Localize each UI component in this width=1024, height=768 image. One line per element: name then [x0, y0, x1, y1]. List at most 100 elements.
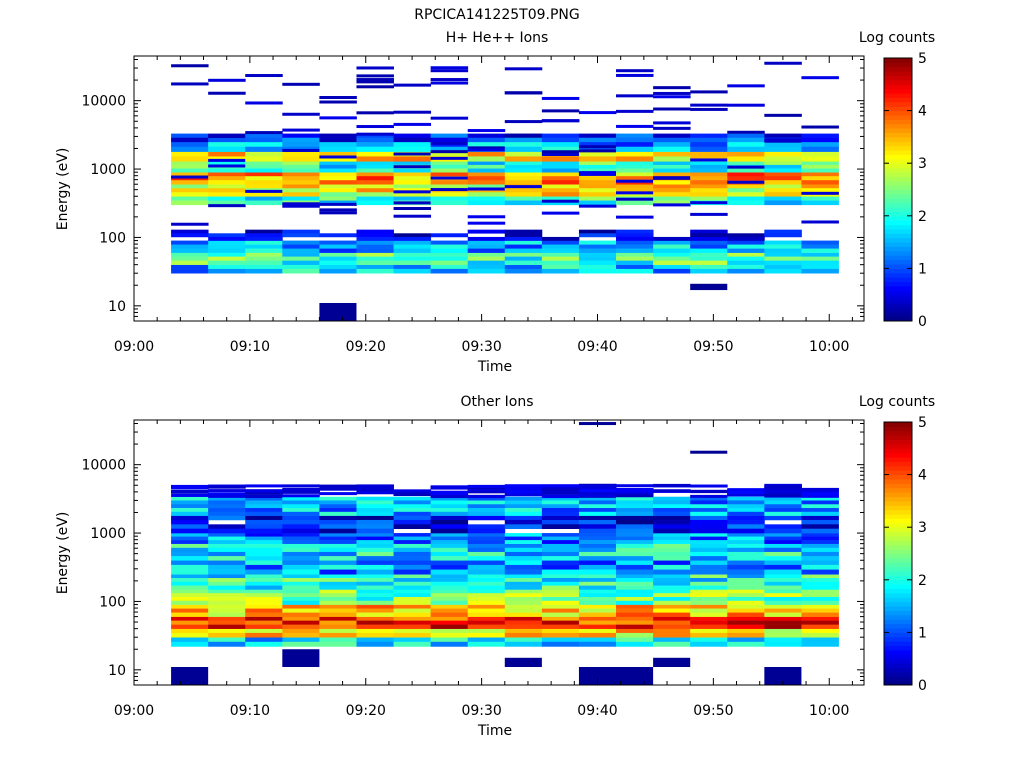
heatmap-cell — [245, 200, 283, 206]
heatmap-cell — [690, 536, 728, 541]
heatmap-cell — [319, 256, 357, 261]
heatmap-cell — [171, 593, 209, 598]
heatmap-cell — [504, 515, 543, 521]
heatmap-cell — [356, 78, 394, 82]
heatmap-cell — [541, 150, 580, 154]
heatmap-cell — [171, 604, 209, 609]
heatmap-cell — [319, 146, 357, 152]
heatmap-cell — [616, 146, 654, 152]
heatmap-cell — [616, 515, 654, 521]
heatmap-cell — [171, 233, 209, 238]
heatmap-cell — [245, 560, 283, 566]
heatmap-cell — [208, 569, 246, 575]
heatmap-cell — [801, 240, 839, 245]
heatmap-cell — [245, 156, 283, 162]
heatmap-cell — [541, 96, 580, 100]
heatmap-cell — [801, 191, 839, 195]
heatmap-cell — [430, 612, 469, 617]
heatmap-cell — [171, 581, 209, 586]
colorbar-swatch — [884, 439, 912, 445]
heatmap-cell — [356, 574, 394, 579]
colorbar-swatch — [884, 114, 912, 120]
heatmap-cell — [541, 519, 580, 525]
heatmap-cell — [578, 533, 617, 537]
heatmap-cell — [690, 551, 728, 557]
heatmap-cell — [245, 137, 283, 143]
heatmap-cell — [171, 200, 209, 206]
heatmap-cell — [727, 637, 765, 643]
heatmap-cell — [504, 589, 543, 594]
heatmap-cell — [467, 133, 506, 139]
heatmap-cell — [319, 547, 357, 553]
heatmap-cell — [801, 488, 839, 492]
heatmap-cell — [690, 593, 728, 598]
heatmap-cell — [764, 596, 802, 602]
heatmap-cell — [171, 612, 209, 617]
heatmap-cell — [764, 240, 802, 245]
heatmap-cell — [245, 256, 283, 261]
heatmap-cell — [430, 524, 469, 529]
heatmap-cell — [541, 119, 580, 123]
heatmap-cell — [430, 624, 469, 629]
heatmap-cell — [690, 528, 728, 534]
heatmap-cell — [393, 196, 432, 201]
heatmap-cell — [801, 560, 839, 566]
heatmap-cell — [653, 248, 691, 253]
heatmap-cell — [764, 113, 802, 117]
heatmap-cell — [356, 248, 394, 253]
heatmap-cell — [727, 543, 765, 549]
colorbar-tick-label: 2 — [918, 573, 927, 589]
heatmap-cell — [727, 196, 765, 201]
heatmap-cell — [690, 511, 728, 516]
heatmap-cell — [467, 264, 506, 270]
heatmap-cell — [430, 490, 469, 494]
heatmap-cell — [801, 564, 839, 570]
colorbar-swatch — [884, 167, 912, 173]
colorbar-swatch — [884, 119, 912, 125]
heatmap-cell — [393, 604, 432, 609]
heatmap-cell — [467, 508, 506, 513]
heatmap-cell — [727, 180, 765, 184]
heatmap-cell — [430, 511, 469, 516]
heatmap-cell — [801, 589, 839, 594]
heatmap-cell — [282, 524, 320, 529]
heatmap-cell — [356, 252, 394, 257]
heatmap-cell — [653, 260, 691, 265]
colorbar-swatch — [884, 518, 912, 524]
heatmap-cell — [430, 519, 469, 525]
heatmap-cell — [690, 168, 728, 173]
heatmap-cell — [319, 252, 357, 257]
heatmap-cell — [282, 496, 320, 501]
heatmap-cell — [504, 608, 543, 613]
heatmap-cell — [208, 604, 246, 609]
colorbar-swatch — [884, 88, 912, 94]
heatmap-cell — [245, 133, 283, 139]
heatmap-cell — [578, 540, 617, 544]
heatmap-cell — [245, 236, 283, 241]
colorbar-frame — [883, 421, 913, 686]
heatmap-cell — [764, 256, 802, 261]
heatmap-cell — [541, 268, 580, 274]
heatmap-cell — [356, 164, 394, 169]
heatmap-cell — [319, 524, 357, 529]
heatmap-cell — [245, 515, 283, 521]
heatmap-cell — [616, 264, 654, 270]
heatmap-cell — [467, 156, 506, 162]
heatmap-cell — [578, 574, 617, 579]
heatmap-cell — [319, 180, 357, 185]
heatmap-cell — [319, 156, 357, 162]
colorbar-swatch — [884, 303, 912, 309]
heatmap-cell — [467, 137, 506, 143]
heatmap-cell — [727, 488, 765, 492]
heatmap-cell — [578, 551, 617, 557]
heatmap-cell — [208, 172, 246, 177]
colorbar-swatch — [884, 562, 912, 568]
heatmap-cell — [282, 184, 320, 189]
heatmap-cell — [208, 188, 246, 193]
heatmap-cell — [727, 168, 765, 173]
heatmap-cell — [578, 496, 617, 501]
colorbar-swatch — [884, 540, 912, 546]
heatmap-cell — [653, 264, 691, 270]
heatmap-cell — [282, 596, 320, 602]
heatmap-cell — [245, 101, 283, 105]
